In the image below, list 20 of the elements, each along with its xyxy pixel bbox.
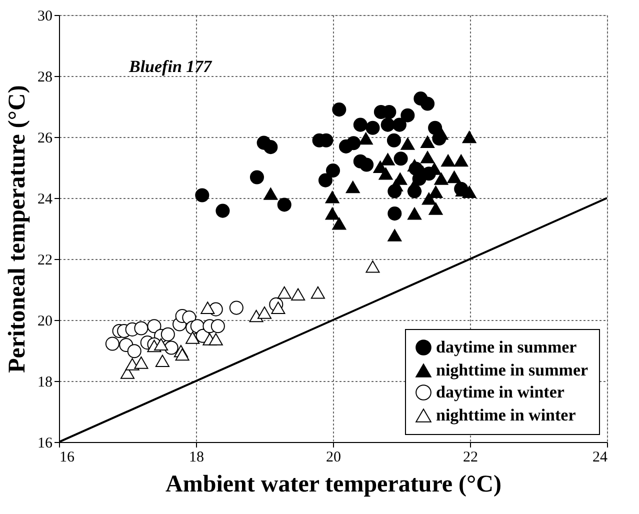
x-tick-label: 22 xyxy=(463,450,478,466)
y-tick-label: 30 xyxy=(38,8,52,24)
legend-label: daytime in summer xyxy=(436,338,578,356)
annotation: Bluefin 177 xyxy=(128,57,214,76)
y-tick-label: 16 xyxy=(38,436,53,452)
y-tick-label: 28 xyxy=(38,70,52,86)
legend-label: nighttime in summer xyxy=(436,360,588,380)
y-tick-label: 24 xyxy=(38,192,53,208)
y-tick-label: 20 xyxy=(38,314,52,330)
legend-label: daytime in winter xyxy=(436,382,565,402)
y-tick-label: 22 xyxy=(38,252,52,268)
x-tick-label: 18 xyxy=(189,450,204,466)
x-tick-label: 20 xyxy=(326,450,341,466)
y-tick-label: 18 xyxy=(38,374,52,390)
x-tick-label: 16 xyxy=(60,450,75,466)
y-tick-label: 26 xyxy=(38,130,53,146)
x-axis-title: Ambient water temperature (°C) xyxy=(166,472,502,498)
legend-label: nighttime in winter xyxy=(436,406,576,424)
x-tick-label: 24 xyxy=(592,450,608,466)
y-axis-title: Peritoneal temperature (°C) xyxy=(4,85,30,373)
